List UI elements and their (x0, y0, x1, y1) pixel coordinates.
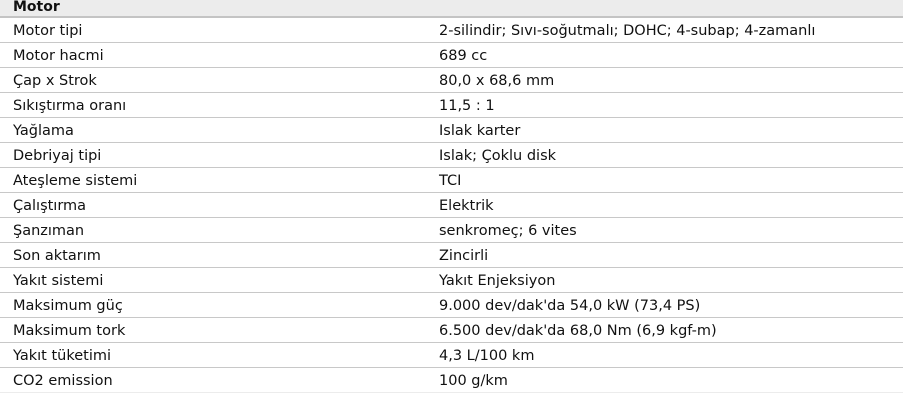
spec-value: senkromeç; 6 vites (439, 223, 577, 239)
spec-label: Şanzıman (13, 223, 85, 239)
spec-label: Ateşleme sistemi (13, 173, 138, 189)
spec-label: Yakıt tüketimi (13, 348, 112, 364)
spec-value: 11,5 : 1 (439, 98, 495, 114)
spec-label: Maksimum güç (13, 298, 123, 314)
spec-label: Çalıştırma (13, 198, 87, 214)
spec-label: Yağlama (13, 123, 74, 139)
spec-value: Islak; Çoklu disk (439, 148, 557, 164)
spec-label: Debriyaj tipi (13, 148, 102, 164)
table-row: Maksimum güç 9.000 dev/dak'da 54,0 kW (73… (0, 293, 903, 318)
table-row: Sıkıştırma oranı 11,5 : 1 (0, 93, 903, 118)
table-row: Yağlama Islak karter (0, 118, 903, 143)
table-row: Son aktarım Zincirli (0, 243, 903, 268)
table-row: Çalıştırma Elektrik (0, 193, 903, 218)
spec-value: 2-silindir; Sıvı-soğutmalı; DOHC; 4-suba… (439, 23, 816, 39)
spec-label: Yakıt sistemi (13, 273, 104, 289)
spec-table: Motor Motor tipi 2-silindir; Sıvı-soğutma… (0, 0, 903, 393)
spec-value: Islak karter (439, 123, 521, 139)
spec-label: Motor hacmi (13, 48, 104, 64)
spec-label: Sıkıştırma oranı (13, 98, 127, 114)
table-row: Yakıt sistemi Yakıt Enjeksiyon (0, 268, 903, 293)
spec-value: 100 g/km (439, 373, 508, 389)
spec-label: CO2 emission (13, 373, 113, 389)
table-row: Çap x Strok 80,0 x 68,6 mm (0, 68, 903, 93)
spec-value: Elektrik (439, 198, 494, 214)
spec-value: 4,3 L/100 km (439, 348, 535, 364)
table-row: Motor tipi 2-silindir; Sıvı-soğutmalı; DO… (0, 18, 903, 43)
table-row: Maksimum tork 6.500 dev/dak'da 68,0 Nm (6… (0, 318, 903, 343)
table-row: CO2 emission 100 g/km (0, 368, 903, 393)
spec-value: 80,0 x 68,6 mm (439, 73, 555, 89)
spec-value: TCI (439, 173, 462, 189)
section-header: Motor (0, 0, 903, 18)
table-row: Şanzıman senkromeç; 6 vites (0, 218, 903, 243)
spec-label: Son aktarım (13, 248, 101, 264)
table-row: Yakıt tüketimi 4,3 L/100 km (0, 343, 903, 368)
table-row: Motor hacmi 689 cc (0, 43, 903, 68)
spec-value: 9.000 dev/dak'da 54,0 kW (73,4 PS) (439, 298, 701, 314)
spec-label: Maksimum tork (13, 323, 126, 339)
table-row: Ateşleme sistemi TCI (0, 168, 903, 193)
spec-label: Çap x Strok (13, 73, 97, 89)
spec-value: Yakıt Enjeksiyon (439, 273, 556, 289)
spec-label: Motor tipi (13, 23, 83, 39)
spec-value: 689 cc (439, 48, 488, 64)
table-row: Debriyaj tipi Islak; Çoklu disk (0, 143, 903, 168)
spec-value: Zincirli (439, 248, 489, 264)
spec-value: 6.500 dev/dak'da 68,0 Nm (6,9 kgf-m) (439, 323, 717, 339)
